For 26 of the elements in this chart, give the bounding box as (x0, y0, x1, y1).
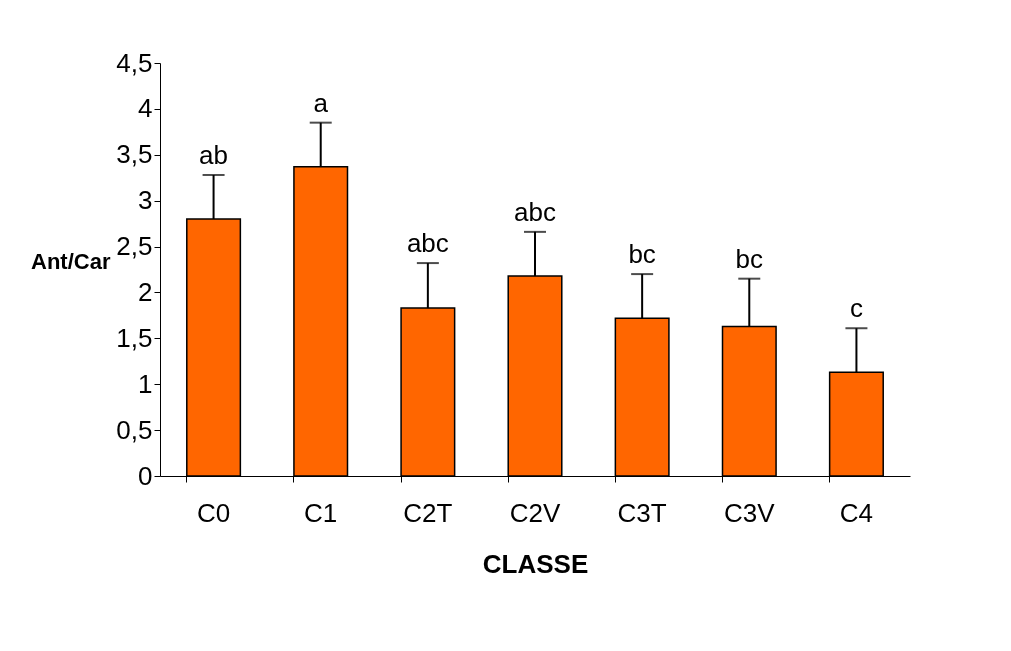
x-tick-label: C0 (196, 497, 231, 528)
y-tick-label: 3,5 (116, 139, 153, 170)
x-tick-label: C3V (724, 497, 776, 528)
y-tick-label: 4 (138, 93, 153, 124)
y-tick-label: 3 (138, 185, 153, 216)
annotation: abc (514, 196, 556, 227)
x-tick-label: C1 (304, 497, 338, 528)
annotation: bc (628, 239, 656, 270)
annotation: ab (199, 139, 229, 170)
x-tick-label: C3T (617, 497, 667, 528)
annotation: a (313, 87, 329, 118)
y-axis-title: Ant/Car (31, 248, 111, 274)
annotation: bc (735, 243, 764, 274)
x-axis-title: CLASSE (482, 548, 589, 579)
x-tick-label: C2V (509, 497, 561, 528)
y-tick-label: 1,5 (116, 322, 153, 353)
x-tick-label: C4 (839, 497, 874, 528)
y-tick-label: 2 (138, 276, 153, 307)
x-tick-label: C2T (403, 497, 453, 528)
y-tick-label: 0,5 (116, 414, 153, 445)
annotation: abc (406, 228, 449, 259)
y-tick-label: 0 (138, 460, 153, 491)
y-tick-label: 2,5 (116, 231, 153, 262)
y-tick-label: 4,5 (116, 47, 153, 78)
y-tick-label: 1 (138, 368, 153, 399)
annotation: c (849, 293, 863, 324)
